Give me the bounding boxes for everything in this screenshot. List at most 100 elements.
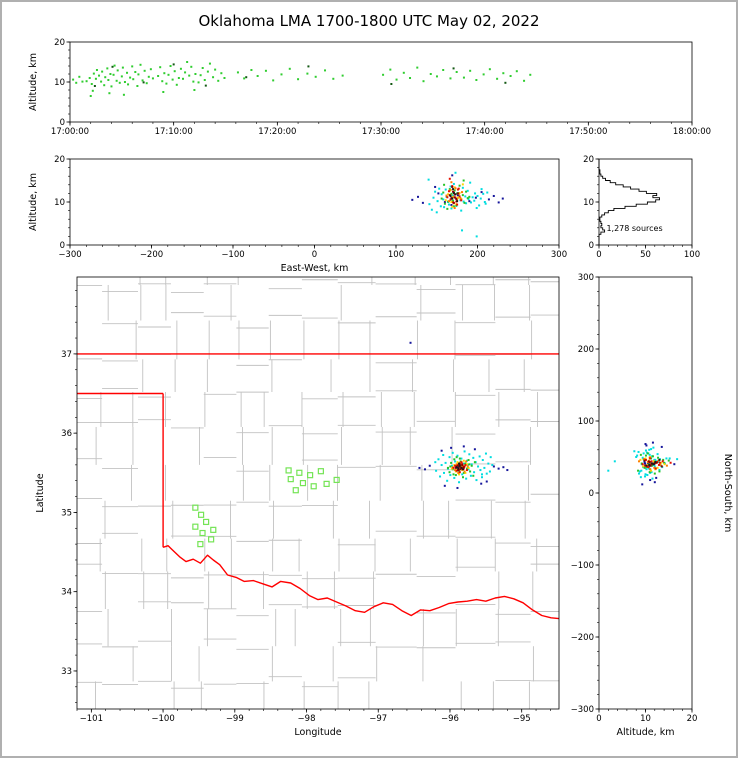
source-point xyxy=(643,466,646,469)
source-point xyxy=(461,462,464,465)
source-point xyxy=(448,456,451,459)
lma-station-marker xyxy=(192,523,199,530)
panel-alt_histogram: 1,278 sources 0 50 100 0 10 20 xyxy=(583,155,700,260)
source-point xyxy=(468,195,471,198)
source-point xyxy=(456,196,459,199)
source-point xyxy=(132,78,135,81)
source-point xyxy=(607,469,610,472)
source-point xyxy=(483,466,486,469)
source-point xyxy=(457,467,460,470)
y-axis-title-right: North-South, km xyxy=(722,454,733,532)
source-point xyxy=(445,194,448,197)
y-tick-label: 37 xyxy=(61,350,72,360)
y-tick-label: 10 xyxy=(54,198,65,208)
source-point xyxy=(192,80,195,83)
source-point xyxy=(447,203,450,206)
source-point xyxy=(440,464,443,467)
source-point xyxy=(429,73,432,75)
source-point xyxy=(655,476,658,479)
source-point xyxy=(454,469,457,472)
source-point xyxy=(653,472,656,475)
source-point xyxy=(444,461,447,464)
lma-station-marker xyxy=(210,526,217,533)
source-point xyxy=(479,197,482,200)
source-point xyxy=(206,70,209,73)
source-point xyxy=(646,452,649,455)
x-tick-label: 100 xyxy=(388,250,404,260)
source-point xyxy=(297,78,300,81)
lma-station-marker xyxy=(192,504,199,511)
source-point xyxy=(651,464,654,467)
source-point xyxy=(449,77,452,80)
source-point xyxy=(134,71,137,73)
source-point xyxy=(639,476,642,479)
source-point xyxy=(651,441,654,444)
source-point xyxy=(452,191,455,194)
source-point xyxy=(208,62,211,65)
source-point xyxy=(462,462,465,465)
source-point xyxy=(110,85,113,88)
source-point xyxy=(673,463,676,466)
lma-station-marker xyxy=(310,483,317,490)
x-tick-label: 17:30:00 xyxy=(362,127,400,137)
source-point xyxy=(459,197,462,200)
source-point xyxy=(652,446,655,449)
source-point xyxy=(470,463,473,466)
source-point xyxy=(442,191,445,194)
source-point xyxy=(460,457,463,460)
source-point xyxy=(188,74,191,77)
source-point xyxy=(653,481,656,484)
source-point xyxy=(492,194,495,197)
source-point xyxy=(475,479,478,482)
source-point xyxy=(434,190,437,193)
source-point xyxy=(341,74,344,77)
source-point xyxy=(649,463,652,466)
source-point xyxy=(458,195,461,198)
y-axis-title: Latitude xyxy=(35,473,46,512)
source-point xyxy=(136,85,139,87)
source-point xyxy=(658,461,661,464)
x-tick-label: 100 xyxy=(684,250,700,260)
source-point xyxy=(446,466,449,469)
source-point xyxy=(220,72,223,75)
source-point xyxy=(236,71,239,74)
lightning-sources xyxy=(418,445,509,489)
source-point xyxy=(75,81,78,84)
source-point xyxy=(458,184,461,187)
source-point xyxy=(645,468,648,471)
lma-station-marker xyxy=(208,536,215,543)
source-point xyxy=(468,463,471,466)
source-point xyxy=(442,471,445,474)
y-tick-label: 10 xyxy=(583,198,594,208)
source-point xyxy=(416,66,419,69)
source-point xyxy=(453,207,456,210)
x-tick-label: 17:20:00 xyxy=(258,127,296,137)
source-point xyxy=(484,202,487,205)
source-point xyxy=(466,189,469,192)
source-point xyxy=(450,192,453,195)
source-point xyxy=(644,443,647,446)
source-point xyxy=(439,475,442,478)
source-point xyxy=(455,197,458,200)
source-point xyxy=(90,83,93,85)
y-tick-label: 35 xyxy=(61,508,72,518)
source-point xyxy=(479,469,482,472)
source-point xyxy=(457,187,460,190)
x-tick-label: 0 xyxy=(596,250,601,260)
source-point xyxy=(422,80,425,83)
source-point xyxy=(143,69,146,72)
source-point xyxy=(656,453,659,456)
source-point xyxy=(660,465,663,468)
source-point xyxy=(477,465,480,468)
source-point xyxy=(506,469,509,472)
source-point xyxy=(461,468,464,471)
source-point xyxy=(409,341,412,344)
source-point xyxy=(137,73,140,76)
source-point xyxy=(440,449,443,452)
source-point xyxy=(450,467,453,470)
source-point xyxy=(659,463,662,466)
source-point xyxy=(184,71,187,74)
source-point xyxy=(442,198,445,201)
source-point xyxy=(638,470,641,473)
x-tick-label: 200 xyxy=(469,250,485,260)
